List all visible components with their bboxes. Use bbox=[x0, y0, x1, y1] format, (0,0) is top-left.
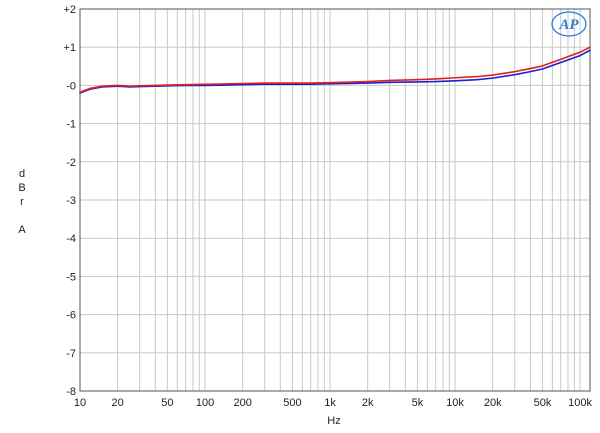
x-tick-label: 2k bbox=[362, 397, 374, 409]
y-tick-labels: +2 +1 -0 -1 -2 -3 -4 -5 -6 -7 -8 bbox=[63, 4, 76, 398]
y-tick-label: -8 bbox=[66, 386, 76, 398]
y-tick-label: +1 bbox=[63, 42, 76, 54]
y-tick-label: -7 bbox=[66, 348, 76, 360]
y-axis-title-char: r bbox=[20, 196, 24, 208]
x-tick-label: 50 bbox=[161, 397, 173, 409]
x-tick-label: 100 bbox=[196, 397, 214, 409]
y-tick-label: -6 bbox=[66, 310, 76, 322]
series-layer bbox=[79, 46, 591, 94]
x-tick-label: 500 bbox=[283, 397, 301, 409]
svg-text:AP: AP bbox=[558, 17, 579, 33]
y-tick-label: +2 bbox=[63, 4, 76, 16]
major-grid bbox=[80, 8, 590, 392]
y-axis-title: d B r A bbox=[18, 168, 26, 236]
ap-logo-icon: AP bbox=[551, 11, 587, 37]
y-axis-title-char: B bbox=[18, 182, 25, 194]
plot-frame bbox=[79, 8, 591, 392]
y-axis-title-char: A bbox=[18, 224, 26, 236]
y-tick-label: -3 bbox=[66, 195, 76, 207]
x-tick-label: 5k bbox=[412, 397, 424, 409]
series-line-2 bbox=[79, 46, 591, 94]
x-axis-title: Hz bbox=[327, 415, 340, 427]
x-tick-label: 100k bbox=[568, 397, 592, 409]
y-axis-title-char: d bbox=[19, 168, 25, 180]
y-tick-label: -5 bbox=[66, 271, 76, 283]
x-tick-label: 20k bbox=[484, 397, 502, 409]
y-tick-label: -0 bbox=[66, 80, 76, 92]
x-tick-label: 10k bbox=[446, 397, 464, 409]
x-tick-label: 20 bbox=[112, 397, 124, 409]
x-tick-label: 10 bbox=[74, 397, 86, 409]
x-tick-label: 200 bbox=[233, 397, 251, 409]
y-tick-label: -4 bbox=[66, 233, 76, 245]
y-tick-label: -2 bbox=[66, 157, 76, 169]
x-tick-label: 1k bbox=[324, 397, 336, 409]
y-tick-label: -1 bbox=[66, 119, 76, 131]
x-tick-labels: 10 20 50 100 200 500 1k 2k 5k 10k 20k 50k 100k bbox=[74, 397, 593, 409]
x-tick-label: 50k bbox=[534, 397, 552, 409]
